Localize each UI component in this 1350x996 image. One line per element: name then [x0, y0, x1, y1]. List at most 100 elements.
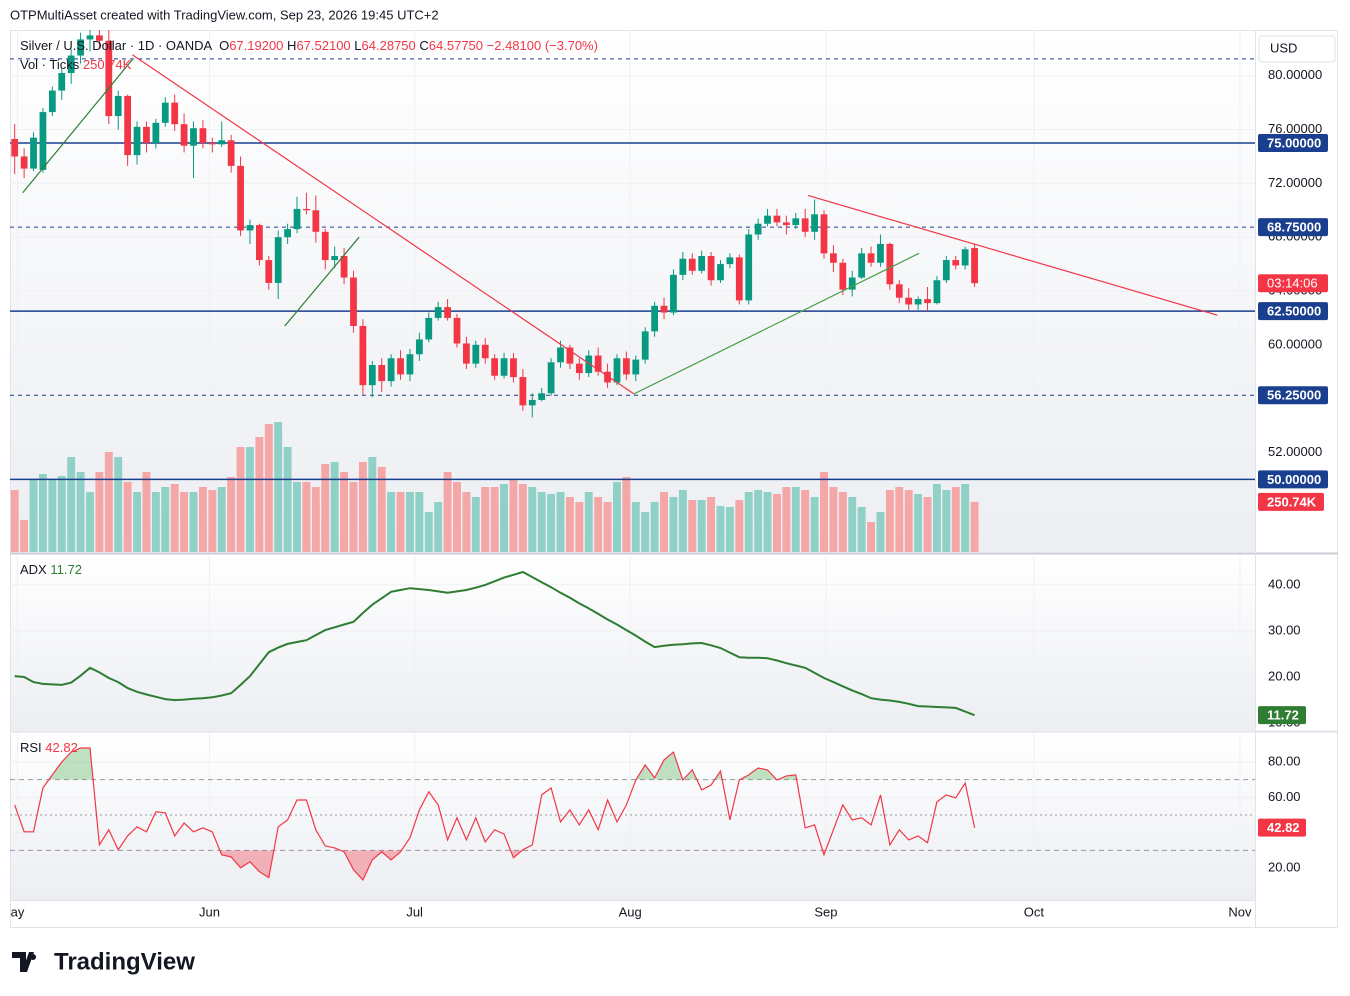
- rsi-panel-bg: [10, 733, 1255, 900]
- volume-bar: [415, 492, 424, 552]
- last-value-box: [1258, 818, 1306, 837]
- volume-bar: [650, 502, 659, 552]
- candle-body: [86, 35, 94, 40]
- level-label-box: [1258, 134, 1328, 153]
- plot-layer: ay Jun Jul Aug Sep Oct Nov 80.00000 76.00000 72.0…: [10, 30, 1322, 919]
- trendline: [131, 54, 635, 395]
- level-label-box: [1258, 386, 1328, 405]
- volume-bar: [885, 490, 894, 552]
- y-tick-label: 20.00: [1268, 859, 1301, 874]
- candle-body: [190, 128, 197, 146]
- volume-label-box: [1258, 492, 1324, 511]
- volume-bar: [660, 492, 668, 552]
- candle-body: [801, 218, 809, 232]
- ohlc-key: L: [354, 38, 361, 53]
- logo-icon: [30, 954, 36, 960]
- indicator-plot: [14, 570, 975, 717]
- candle-body: [425, 317, 433, 340]
- trendline: [807, 194, 1218, 316]
- volume-bar: [274, 422, 283, 552]
- volume-bar: [744, 492, 753, 552]
- candle-body: [839, 262, 847, 290]
- volume-bar: [942, 490, 951, 552]
- candle-body: [613, 358, 621, 383]
- volume-bar: [443, 472, 452, 552]
- ohlc-value: 67.19200: [229, 38, 283, 53]
- volume-bar: [810, 497, 819, 552]
- volume-bar: [556, 492, 565, 552]
- candle-body: [820, 214, 828, 254]
- candle-body: [114, 95, 122, 117]
- trendline: [284, 236, 360, 327]
- volume-bar: [198, 487, 207, 552]
- candle-body: [124, 95, 132, 156]
- rsi-last: 42.82: [45, 740, 78, 755]
- candle-body: [895, 284, 903, 298]
- candle-body: [77, 39, 84, 56]
- volume-bar: [387, 492, 396, 552]
- logo-text: TradingView: [54, 948, 195, 975]
- volume-bar: [641, 512, 650, 552]
- candle-body: [538, 393, 546, 400]
- volume-bar: [396, 492, 405, 552]
- volume-bar: [349, 482, 358, 552]
- candle-body: [688, 258, 696, 271]
- volume-bar: [48, 480, 57, 552]
- candle-body: [378, 364, 386, 382]
- volume-bar: [876, 512, 885, 552]
- volume-bar: [104, 452, 113, 552]
- volume-bar: [462, 492, 471, 552]
- candle-body: [463, 343, 470, 364]
- price-plot: [10, 30, 1255, 552]
- candle-body: [171, 102, 179, 125]
- candle-body: [726, 257, 734, 265]
- level-label-box: [1258, 470, 1328, 489]
- candle-body: [585, 355, 593, 374]
- volume-bar: [377, 467, 386, 552]
- volume-bar: [716, 506, 725, 552]
- candle-body: [547, 362, 555, 394]
- candle-body: [500, 358, 508, 376]
- volume-bar: [565, 497, 574, 552]
- candle-body: [942, 260, 950, 281]
- indicator-line: [14, 747, 976, 881]
- y-tick-label: 52.00000: [1268, 444, 1322, 459]
- x-tick-label: Jun: [199, 904, 220, 919]
- candle-body: [237, 165, 244, 231]
- candle-body: [20, 156, 28, 169]
- candle-body: [387, 358, 395, 382]
- volume-bar: [208, 490, 217, 552]
- volume-bar: [669, 497, 678, 552]
- ohlc-key: H: [287, 38, 296, 53]
- candle-body: [566, 347, 574, 364]
- volume-bar: [490, 487, 499, 552]
- candle-body: [133, 126, 141, 156]
- candle-body: [481, 344, 489, 359]
- volume-bar: [358, 462, 367, 552]
- candle-body: [350, 277, 357, 326]
- volume-bar: [76, 472, 85, 552]
- candle-body: [246, 225, 254, 231]
- candle-body: [331, 256, 339, 261]
- candle-body: [717, 264, 724, 281]
- candle-body: [180, 124, 188, 146]
- x-tick-label: Nov: [1228, 904, 1252, 919]
- ohlc-value: 64.28750: [362, 38, 416, 53]
- candle-body: [397, 358, 404, 375]
- countdown: 03:14:06: [1267, 276, 1318, 291]
- volume-bar: [453, 482, 461, 552]
- last-value-box: [1258, 706, 1306, 725]
- candle-body: [764, 215, 771, 224]
- volume-bar: [838, 492, 847, 552]
- candle-body: [557, 347, 564, 363]
- candle-body: [227, 140, 235, 166]
- volume-bar: [678, 490, 687, 552]
- volume-bar: [123, 482, 132, 552]
- candle-body: [698, 256, 706, 271]
- candle-body: [321, 231, 329, 261]
- candle-body: [848, 277, 856, 290]
- candle-body: [670, 274, 677, 313]
- logo: TradingView: [12, 948, 195, 975]
- y-tick-label: 76.00000: [1268, 121, 1322, 136]
- x-tick-label: Oct: [1024, 904, 1045, 919]
